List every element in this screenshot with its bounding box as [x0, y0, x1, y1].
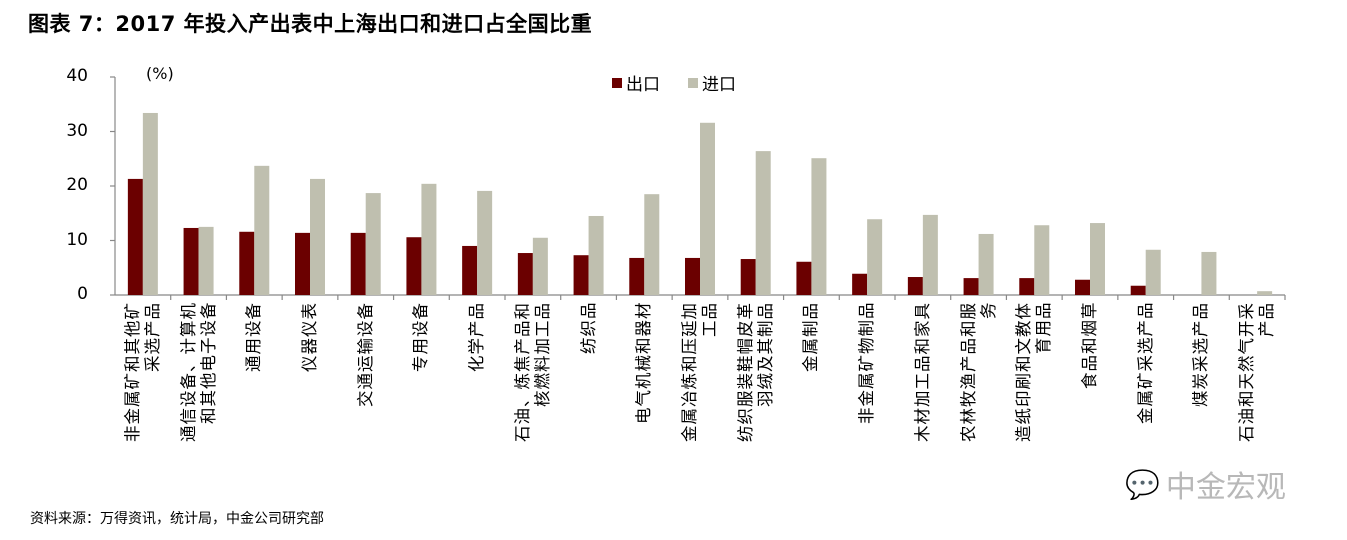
- bar-export: [685, 257, 700, 295]
- y-tick-label: 30: [66, 120, 88, 141]
- source-note: 资料来源：万得资讯，统计局，中金公司研究部: [30, 511, 324, 527]
- y-tick-label: 10: [66, 229, 88, 250]
- legend-swatch: [688, 77, 698, 88]
- bar-export: [629, 257, 645, 295]
- y-axis-unit: (%): [146, 64, 174, 83]
- chart-title: 图表 7：2017 年投入产出表中上海出口和进口占全国比重: [28, 12, 593, 36]
- x-tick-label: 金属冶炼和压延加 工品: [680, 302, 719, 442]
- bar-export: [852, 273, 868, 295]
- legend-label: 进口: [702, 75, 736, 95]
- bar-import: [700, 122, 715, 295]
- x-tick-label: 化学产品: [467, 302, 487, 372]
- bar-import: [978, 233, 994, 295]
- bar-export: [350, 232, 366, 295]
- wechat-icon: 💬: [1125, 467, 1160, 501]
- bar-import: [644, 194, 660, 295]
- bar-export: [573, 255, 589, 295]
- bar-import: [254, 165, 270, 295]
- bar-export: [1130, 285, 1146, 295]
- x-tick-label: 农林牧渔产品和服 务: [958, 302, 998, 442]
- y-tick-label: 0: [77, 284, 88, 304]
- bar-export: [1075, 279, 1090, 295]
- bar-import: [421, 183, 437, 295]
- bar-export: [796, 261, 812, 295]
- bar-import: [867, 219, 883, 295]
- legend-item: 进口: [688, 70, 736, 95]
- bar-export: [1019, 278, 1035, 295]
- x-tick-label: 纺织服装鞋帽皮革 羽绒及其制品: [735, 302, 775, 442]
- x-tick-label: 电气机械和器材: [634, 302, 654, 425]
- bar-import: [310, 178, 325, 295]
- x-tick-label: 非金属矿和其他矿 采选产品: [122, 302, 162, 442]
- bar-import: [1201, 251, 1217, 295]
- bar-import: [477, 190, 493, 295]
- x-tick-label: 非金属矿物制品: [857, 302, 877, 425]
- bar-export: [239, 231, 255, 295]
- x-tick-label: 通用设备: [244, 302, 264, 372]
- bar-import: [588, 215, 604, 295]
- x-tick-label: 专用设备: [411, 302, 431, 372]
- watermark: 💬 中金宏观: [1125, 462, 1286, 506]
- x-tick-label: 造纸印刷和文教体 育用品: [1014, 302, 1054, 442]
- bar-export: [183, 227, 199, 295]
- bar-import: [532, 237, 548, 295]
- x-tick-label: 金属制品: [801, 302, 821, 372]
- bar-import: [365, 193, 381, 295]
- x-tick-label: 食品和烟草: [1080, 302, 1099, 390]
- x-tick-label: 石油、炼焦产品和 核燃料加工品: [512, 302, 552, 442]
- legend-label: 出口: [626, 75, 660, 95]
- bar-export: [406, 237, 422, 295]
- bar-export: [963, 278, 979, 295]
- y-tick-label: 40: [66, 66, 88, 86]
- x-tick-label: 木材加工品和家具: [912, 302, 932, 442]
- x-tick-label: 仪器仪表: [300, 302, 319, 372]
- bar-import: [1090, 223, 1105, 295]
- bar-export: [127, 178, 143, 295]
- watermark-text: 中金宏观: [1165, 470, 1286, 505]
- bar-import: [755, 151, 771, 295]
- bar-import: [1257, 291, 1273, 295]
- bar-import: [811, 158, 827, 295]
- bar-import: [1145, 249, 1161, 295]
- bar-import: [142, 112, 158, 295]
- bar-import: [198, 226, 214, 295]
- legend-item: 出口: [612, 70, 660, 95]
- x-tick-label: 纺织品: [578, 302, 598, 355]
- bar-export: [295, 232, 310, 295]
- bar-import: [922, 214, 938, 295]
- bar-export: [517, 253, 533, 295]
- x-tick-label: 交通运输设备: [355, 302, 375, 407]
- bar-export: [740, 259, 756, 295]
- bar-export: [907, 277, 923, 295]
- y-tick-label: 20: [66, 175, 88, 195]
- bar-export: [462, 245, 478, 295]
- legend-swatch: [612, 77, 622, 88]
- x-tick-label: 通信设备、计算机 和其他电子设备: [178, 302, 218, 442]
- bar-import: [1034, 225, 1050, 295]
